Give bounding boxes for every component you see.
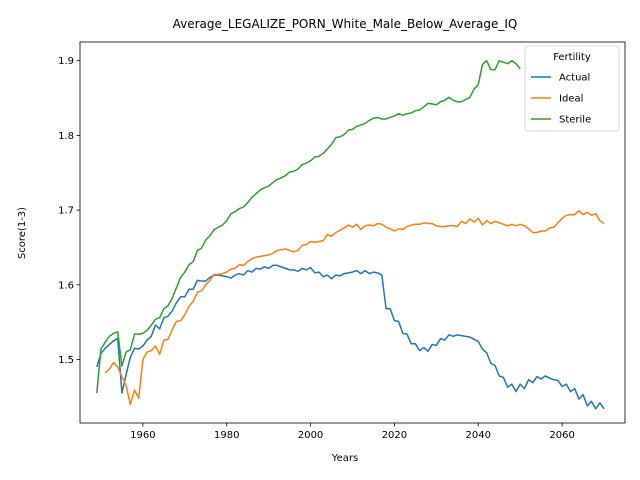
y-tick-label: 1.8 bbox=[58, 131, 74, 142]
x-tick-label: 2060 bbox=[549, 430, 574, 441]
axes: 1960 1980 2000 2020 2040 2060 1.5 1.6 1.7 1.8 1.9 bbox=[58, 41, 626, 441]
plot-area bbox=[96, 59, 605, 410]
series-line-ideal bbox=[104, 210, 605, 406]
y-tick-label: 1.7 bbox=[58, 206, 74, 217]
legend-label-sterile: Sterile bbox=[559, 115, 591, 126]
y-tick-label: 1.6 bbox=[58, 280, 74, 291]
x-tick-label: 2000 bbox=[298, 430, 323, 441]
x-tick-label: 2040 bbox=[466, 430, 491, 441]
x-tick-label: 2020 bbox=[382, 430, 407, 441]
series-line-sterile bbox=[96, 59, 521, 394]
y-tick-label: 1.9 bbox=[58, 56, 74, 67]
x-tick-label: 1960 bbox=[130, 430, 155, 441]
y-tick-label: 1.5 bbox=[58, 355, 74, 366]
legend: Fertility Actual Ideal Sterile bbox=[524, 45, 620, 132]
series-line-actual bbox=[96, 264, 605, 410]
legend-label-actual: Actual bbox=[559, 73, 590, 84]
legend-box bbox=[524, 45, 620, 132]
x-tick-label: 1980 bbox=[214, 430, 239, 441]
y-axis-label: Score(1-3) bbox=[17, 207, 28, 259]
chart-title: Average_LEGALIZE_PORN_White_Male_Below_A… bbox=[173, 17, 518, 31]
x-axis-label: Years bbox=[331, 453, 358, 464]
legend-title: Fertility bbox=[553, 52, 591, 63]
plot-frame bbox=[79, 41, 626, 424]
legend-label-ideal: Ideal bbox=[559, 94, 583, 105]
